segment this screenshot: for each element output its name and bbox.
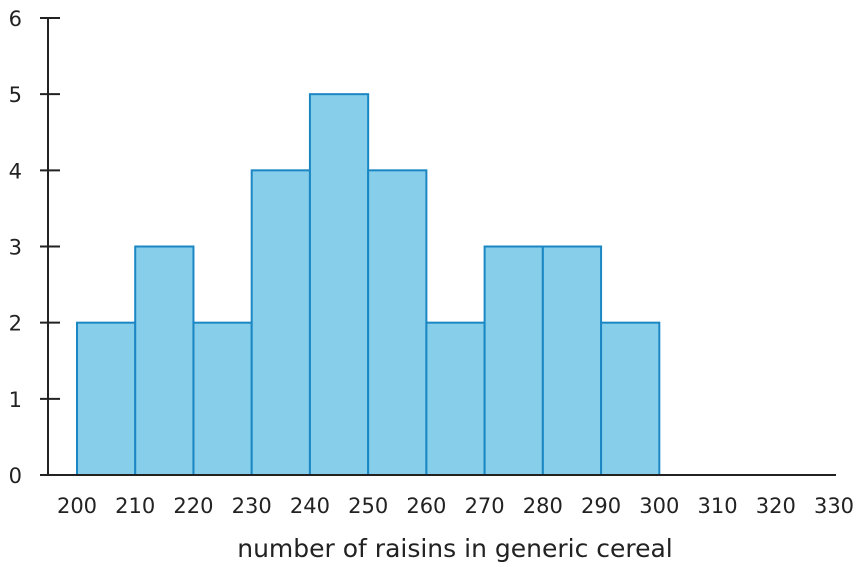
x-tick-label: 260 [406,494,446,518]
y-tick-label: 5 [9,83,22,107]
histogram-bar [250,169,311,476]
x-tick-label: 330 [814,494,854,518]
y-tick-label: 4 [9,159,22,183]
histogram-bar [600,321,661,476]
y-ticks-group: 0 1 2 3 4 5 6 [9,7,60,488]
bars-group [76,93,661,477]
x-tick-label: 210 [115,494,155,518]
y-tick-label: 1 [9,388,22,412]
y-tick-label: 6 [9,7,22,31]
histogram-bar [483,245,544,476]
x-tick-label: 200 [57,494,97,518]
x-tick-label: 310 [697,494,737,518]
histogram-bar [76,321,137,476]
x-tick-label: 290 [581,494,621,518]
histogram-bar [308,93,370,477]
x-tick-label: 240 [290,494,330,518]
x-tick-label: 250 [348,494,388,518]
y-tick-label: 3 [9,236,22,260]
x-tick-label: 280 [523,494,563,518]
x-tick-label: 270 [465,494,505,518]
y-tick-label: 2 [9,312,22,336]
x-ticks-group: 200 210 220 230 240 250 260 270 280 290 300 310 320 3… [57,494,854,518]
x-tick-label: 220 [173,494,213,518]
histogram-bar [134,245,195,476]
x-tick-label: 230 [232,494,272,518]
histogram-bar [425,321,486,476]
histogram-bar [541,245,603,476]
x-tick-label: 320 [756,494,796,518]
x-tick-label: 300 [639,494,679,518]
histogram-bar [192,321,253,476]
y-tick-label: 0 [9,464,22,488]
histogram-bar [367,169,428,476]
x-axis-title: number of raisins in generic cereal [237,534,673,563]
